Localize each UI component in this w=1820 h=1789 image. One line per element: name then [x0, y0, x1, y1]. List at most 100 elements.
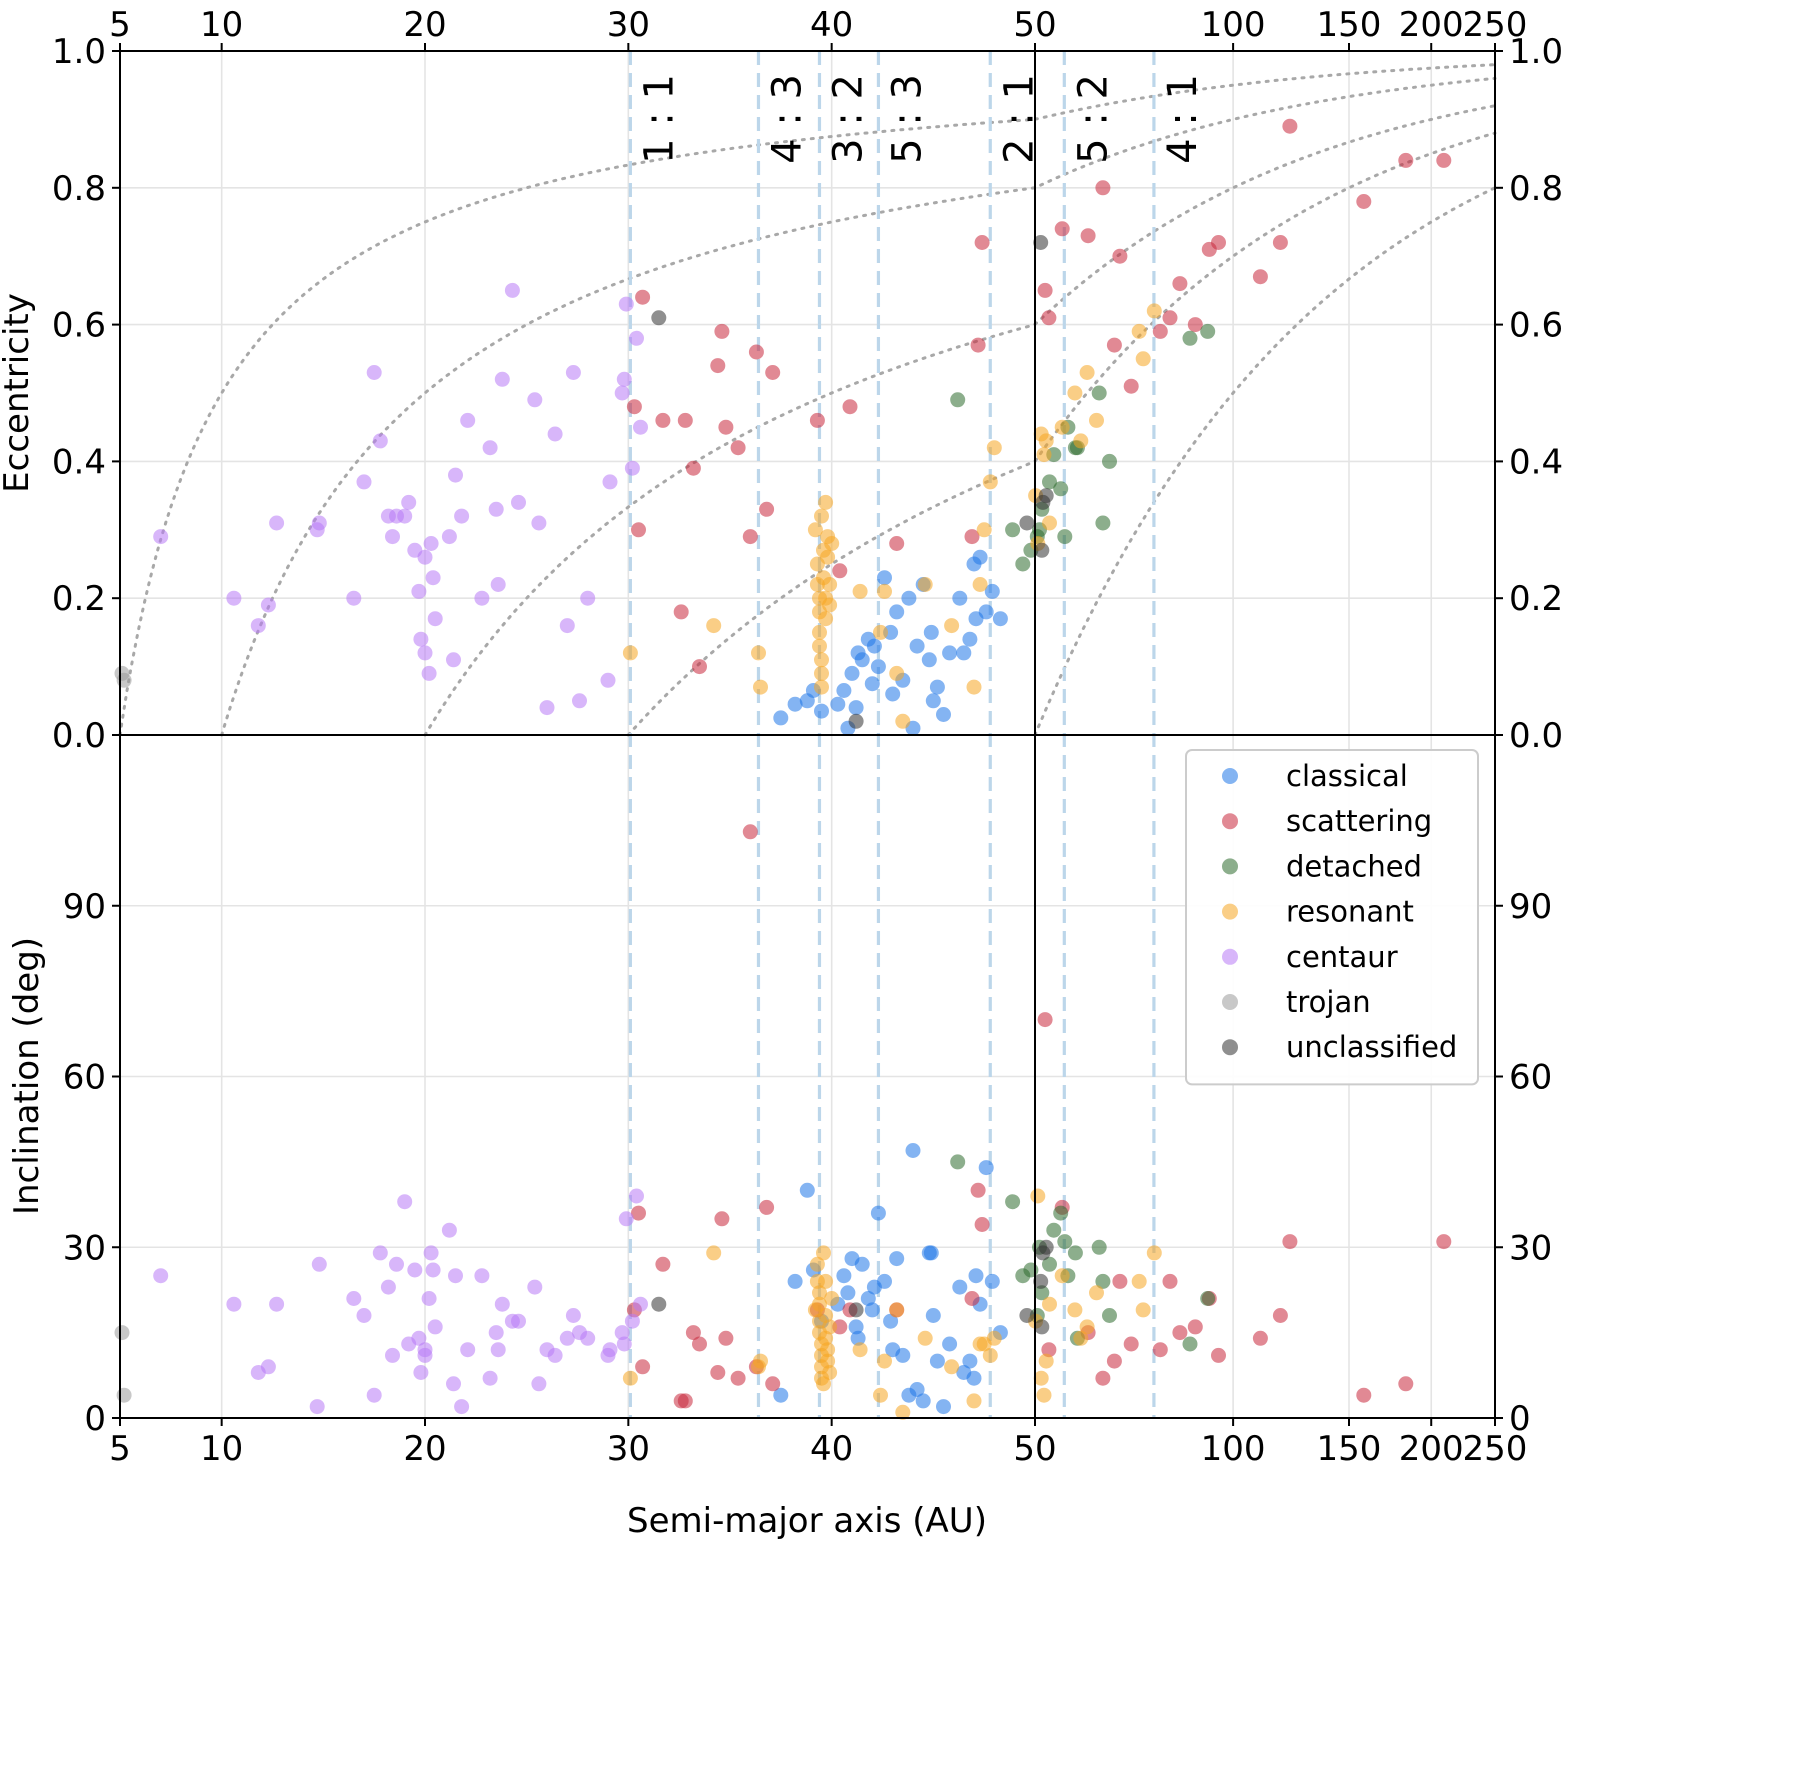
classical-point-ecc: [885, 686, 901, 702]
unclassified-point-ecc: [848, 713, 864, 729]
centaur-point-inc: [421, 1291, 437, 1306]
classical-point-inc: [923, 1245, 939, 1261]
unclassified-point-inc: [1034, 1319, 1050, 1335]
resonant-point-inc: [816, 1245, 831, 1261]
scattering-point-inc: [742, 824, 758, 840]
resonant-point-ecc: [1089, 412, 1104, 428]
resonant-point-ecc: [1135, 351, 1151, 367]
resonant-point-ecc: [895, 713, 911, 729]
classical-point-ecc: [836, 683, 852, 698]
centaur-point-inc: [425, 1262, 441, 1278]
x-tick-label-bottom: 10: [200, 1429, 243, 1469]
ecc-tick-label-left: 0.4: [52, 442, 106, 482]
unclassified-point-ecc: [1033, 235, 1049, 250]
centaur-point-inc: [624, 1313, 640, 1329]
centaur-point-inc: [547, 1347, 563, 1363]
centaur-point-inc: [346, 1291, 362, 1306]
centaur-point-inc: [372, 1245, 388, 1261]
centaur-point-ecc: [250, 618, 266, 634]
scattering-point-ecc: [730, 440, 746, 456]
scattering-point-ecc: [1356, 194, 1372, 209]
legend-label-detached: detached: [1286, 849, 1422, 883]
legend-box: [1185, 749, 1479, 1086]
scattering-point-inc: [714, 1211, 730, 1227]
resonant-point-ecc: [822, 577, 838, 592]
detached-point-ecc: [1091, 385, 1107, 401]
centaur-point-ecc: [482, 440, 498, 456]
perihelion-curve: [626, 131, 1497, 737]
scattering-point-ecc: [673, 604, 689, 620]
scattering-point-ecc: [1436, 152, 1452, 168]
classical-point-ecc: [936, 707, 951, 722]
centaur-point-inc: [356, 1308, 372, 1323]
inc-tick-label-right: 30: [1509, 1228, 1552, 1268]
unclassified-point-inc: [848, 1302, 864, 1318]
resonant-point-ecc: [986, 440, 1002, 456]
unclassified-point-inc: [1033, 1273, 1049, 1289]
resonant-point-inc: [982, 1347, 998, 1363]
classical-point-ecc: [909, 638, 925, 654]
centaur-point-ecc: [547, 426, 563, 442]
scattering-point-ecc: [1095, 180, 1111, 196]
classical-point-inc: [787, 1273, 803, 1289]
resonant-point-ecc: [820, 549, 836, 565]
scattering-point-inc: [1398, 1376, 1414, 1392]
resonant-point-inc: [820, 1342, 836, 1358]
resonant-point-inc: [753, 1353, 768, 1369]
centaur-point-ecc: [460, 412, 476, 428]
resonant-point-ecc: [822, 597, 838, 613]
resonant-point-ecc: [1054, 419, 1070, 435]
resonant-point-ecc: [966, 679, 982, 695]
classical-point-ecc: [787, 696, 803, 712]
resonant-point-inc: [1036, 1387, 1052, 1403]
centaur-point-ecc: [454, 508, 470, 524]
resonant-point-inc: [706, 1245, 722, 1261]
resonant-point-ecc: [917, 577, 933, 592]
scattering-point-inc: [1436, 1234, 1452, 1250]
centaur-point-ecc: [633, 419, 648, 435]
scattering-point-inc: [1112, 1273, 1128, 1289]
classical-point-inc: [925, 1308, 941, 1323]
ecc-tick-label-right: 0.6: [1509, 306, 1563, 346]
detached-point-inc: [1057, 1234, 1073, 1250]
resonant-point-ecc: [814, 652, 829, 668]
legend-marker-unclassified: [1222, 1039, 1238, 1056]
detached-point-inc: [1023, 1262, 1039, 1278]
scattering-point-ecc: [692, 659, 707, 675]
classical-point-ecc: [870, 659, 886, 675]
perihelion-curve: [423, 104, 1497, 737]
classical-point-inc: [799, 1182, 815, 1198]
classical-point-inc: [885, 1342, 901, 1358]
centaur-point-inc: [423, 1245, 439, 1261]
scattering-point-ecc: [1080, 228, 1096, 244]
resonant-point-ecc: [889, 665, 905, 681]
x-tick-label-bottom: 200: [1399, 1429, 1464, 1469]
centaur-point-ecc: [311, 515, 327, 531]
classical-point-ecc: [844, 665, 860, 681]
resonant-point-ecc: [807, 522, 823, 538]
centaur-point-ecc: [417, 549, 433, 565]
x-tick-label-top: 20: [403, 5, 446, 45]
detached-point-ecc: [1102, 453, 1117, 469]
centaur-point-ecc: [602, 474, 618, 490]
classical-point-ecc: [864, 676, 880, 692]
detached-point-ecc: [950, 392, 966, 408]
centaur-point-inc: [531, 1376, 547, 1392]
classical-point-ecc: [984, 583, 1000, 599]
classical-point-ecc: [942, 645, 958, 661]
centaur-point-ecc: [511, 494, 526, 510]
scattering-point-ecc: [970, 337, 986, 353]
centaur-point-ecc: [618, 296, 634, 312]
detached-point-inc: [1053, 1205, 1069, 1221]
centaur-point-inc: [309, 1399, 325, 1415]
centaur-point-inc: [580, 1330, 596, 1346]
resonant-point-ecc: [751, 645, 766, 661]
ecc-tick-label-right: 0.8: [1509, 169, 1563, 209]
inc-tick-label-left: 90: [63, 887, 106, 927]
x-tick-label-top: 5: [109, 5, 131, 45]
ecc-tick-label-right: 1.0: [1509, 32, 1563, 72]
classical-point-ecc: [866, 638, 882, 654]
resonant-point-inc: [1033, 1370, 1049, 1386]
scattering-point-inc: [1172, 1325, 1188, 1341]
